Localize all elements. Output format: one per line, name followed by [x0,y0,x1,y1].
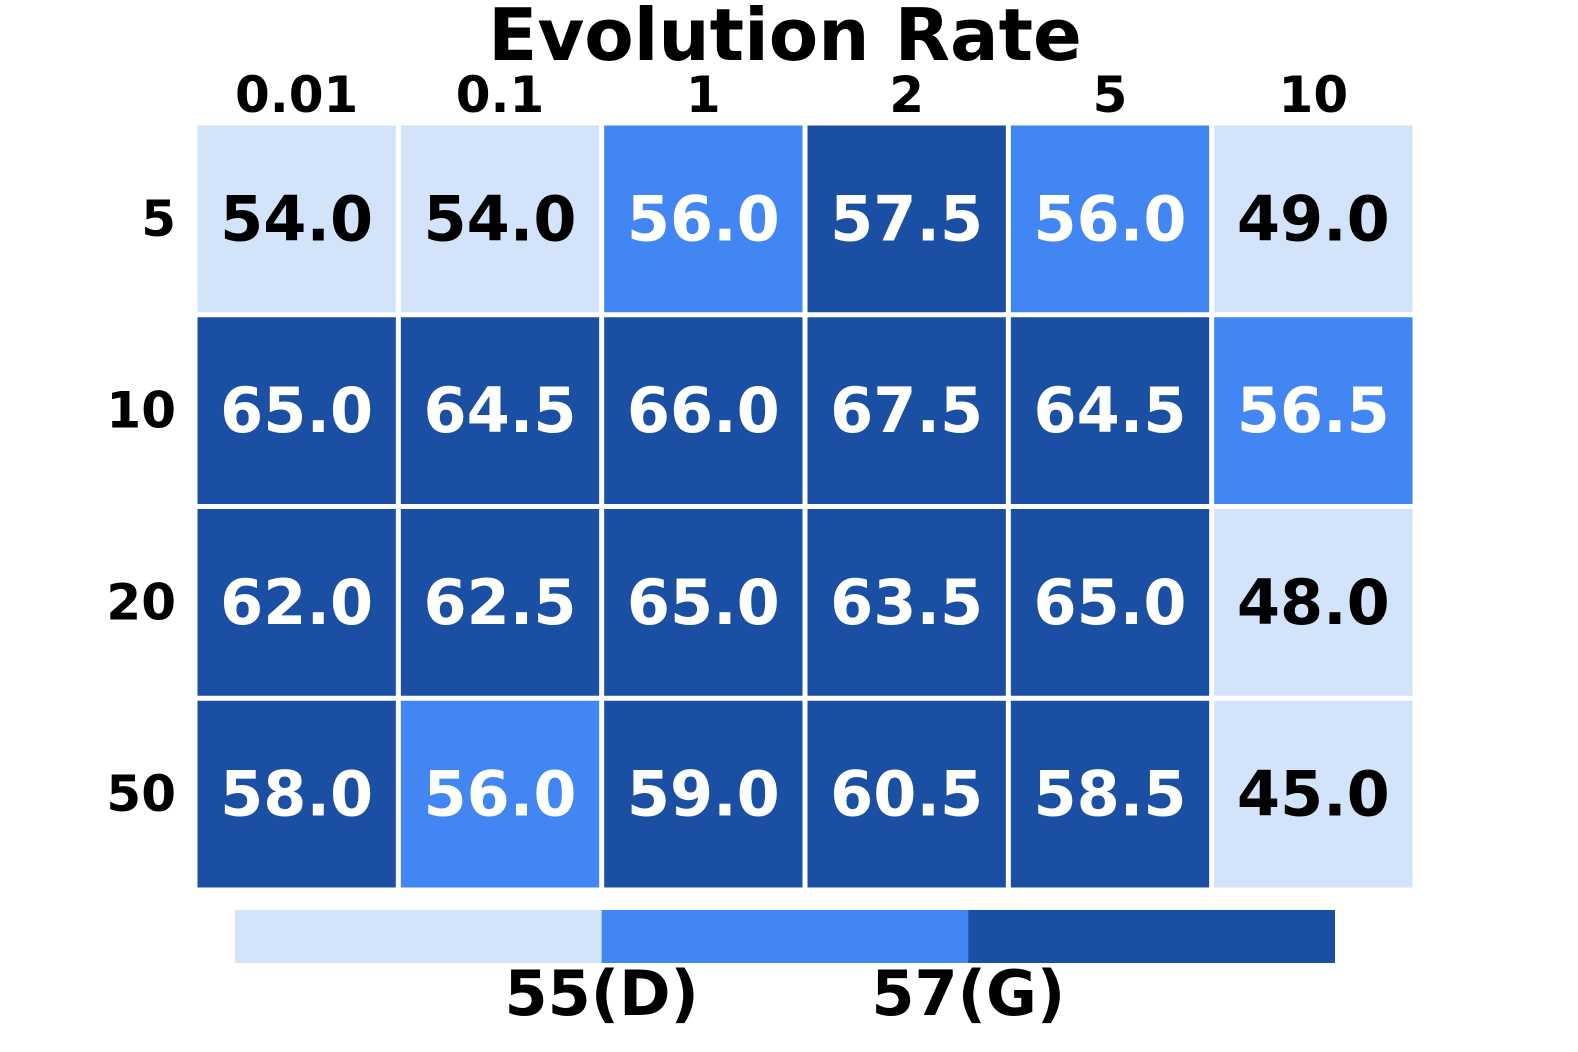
cell-value-label: 58.0 [220,758,373,831]
heatmap-cell [1010,700,1210,888]
heatmap-cell [197,125,396,313]
colorbar-tick-label: 55(D) [504,957,698,1030]
colorbar-segment [235,910,603,963]
cell-value-label: 62.5 [424,566,577,639]
heatmap-cell [807,317,1006,504]
cell-value-label: 48.0 [1237,566,1390,639]
cell-value-label: 62.0 [220,566,373,639]
heatmap-cell [1214,509,1413,696]
heatmap-cell [604,700,803,888]
cell-value-label: 57.5 [830,182,983,255]
heatmap-cell [197,509,396,696]
cell-value-label: 54.0 [220,182,373,255]
heatmap-cell [604,509,803,696]
y-tick-label: 20 [106,573,176,631]
heatmap-cell [400,700,600,888]
heatmap-cell [1010,317,1210,504]
cell-value-label: 56.5 [1237,374,1390,447]
heatmap-cell [1214,317,1413,504]
cell-value-label: 56.0 [424,758,577,831]
heatmap-cell [400,317,600,504]
x-tick-label: 0.01 [235,66,358,124]
cell-value-label: 56.0 [1034,182,1187,255]
heatmap-cell [400,509,600,696]
colorbar: 55(D) 57(G) [235,910,1335,1030]
y-tick-label: 50 [106,765,176,823]
x-tick-label: 5 [1093,66,1128,124]
x-tick-label: 1 [686,66,721,124]
heatmap-cell [197,317,396,504]
heatmap-cell [400,125,600,313]
heatmap-cell [604,317,803,504]
heatmap-cell [1214,125,1413,313]
cell-value-label: 45.0 [1237,758,1390,831]
cell-value-label: 49.0 [1237,182,1390,255]
colorbar-tick-label: 57(G) [871,957,1065,1030]
cell-value-label: 64.5 [424,374,577,447]
cell-value-label: 58.5 [1034,758,1187,831]
cell-value-label: 65.0 [220,374,373,447]
heatmap-cell [197,700,396,888]
y-tick-label: 5 [141,190,176,248]
colorbar-segment [601,910,969,963]
heatmap-cell [807,509,1006,696]
cell-value-label: 65.0 [1034,566,1187,639]
cell-value-label: 60.5 [830,758,983,831]
cell-value-label: 65.0 [627,566,780,639]
heatmap-cell [807,700,1006,888]
cell-value-label: 54.0 [424,182,577,255]
x-tick-label: 10 [1279,66,1349,124]
heatmap-cell [604,125,803,313]
heatmap-cell [807,125,1006,313]
heatmap-cell [1214,700,1413,888]
heatmap-cell [1010,125,1210,313]
cell-value-label: 63.5 [830,566,983,639]
cell-value-label: 67.5 [830,374,983,447]
x-tick-label: 0.1 [456,66,545,124]
chart-title: Evolution Rate [488,0,1082,77]
cell-value-label: 56.0 [627,182,780,255]
y-tick-label: 10 [106,382,176,440]
heatmap-cell [1010,509,1210,696]
heatmap-cells: 54.0 54.0 56.0 57.5 56.0 49.0 65.0 64.5 66.0 67.5… [197,125,1413,888]
y-tick-labels: 5 10 20 50 [106,190,176,823]
x-tick-labels: 0.01 0.1 1 2 5 10 [235,66,1348,124]
cell-value-label: 59.0 [627,758,780,831]
x-tick-label: 2 [889,66,924,124]
colorbar-segment [968,910,1335,963]
cell-value-label: 64.5 [1034,374,1187,447]
cell-value-label: 66.0 [627,374,780,447]
